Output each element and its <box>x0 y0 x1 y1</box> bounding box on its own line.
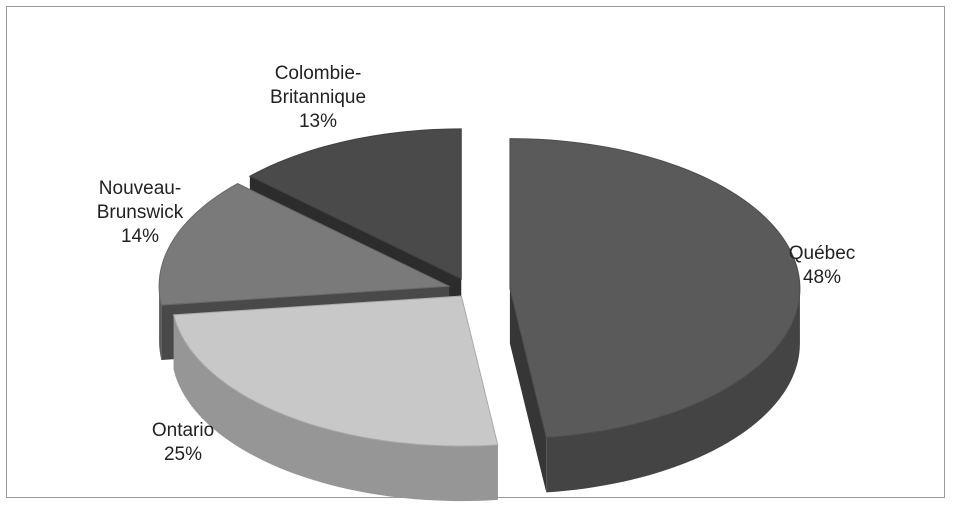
slice-label: Québec 48% <box>762 242 882 290</box>
value-label: 14% <box>120 226 160 247</box>
slice <box>509 138 801 438</box>
category-label: Nouveau-Brunswick <box>96 178 184 223</box>
slice-label: Ontario 25% <box>123 419 243 467</box>
slice-label: Colombie-Britannique 13% <box>258 62 378 134</box>
slice-wall <box>509 288 547 493</box>
value-label: 13% <box>298 111 338 132</box>
category-label: Québec <box>788 243 856 264</box>
slice <box>248 128 462 280</box>
value-label: 25% <box>163 444 203 465</box>
category-label: Colombie-Britannique <box>269 63 367 108</box>
value-label: 48% <box>802 267 842 288</box>
slice-label: Nouveau-Brunswick 14% <box>80 177 200 249</box>
slice-side <box>173 314 498 502</box>
slice <box>158 183 451 306</box>
slice-side <box>546 288 800 493</box>
slice <box>173 295 499 447</box>
category-label: Ontario <box>151 420 215 441</box>
